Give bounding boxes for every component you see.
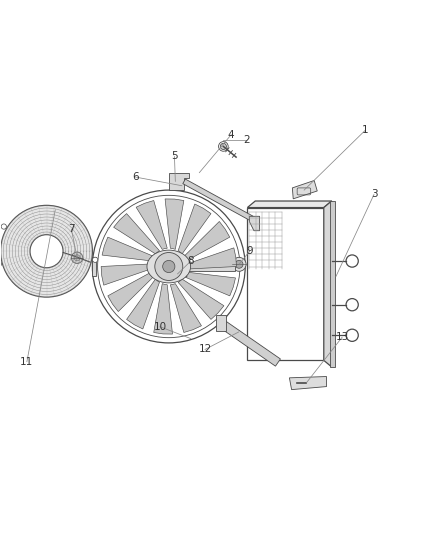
Polygon shape [108,272,154,311]
Polygon shape [136,200,167,249]
Circle shape [71,252,83,263]
Circle shape [1,224,7,229]
Polygon shape [187,248,237,269]
Polygon shape [169,173,189,190]
Polygon shape [172,265,235,271]
Text: 7: 7 [68,224,75,235]
Circle shape [166,269,171,274]
Circle shape [235,261,243,268]
Polygon shape [247,201,332,207]
Polygon shape [330,201,335,367]
Text: 13: 13 [336,332,349,342]
Text: 5: 5 [171,151,178,161]
Polygon shape [165,199,184,249]
Polygon shape [184,272,236,296]
Ellipse shape [147,250,191,283]
Text: 3: 3 [371,189,377,199]
Polygon shape [219,320,280,366]
Polygon shape [292,181,317,199]
Text: 10: 10 [153,322,166,332]
Text: 6: 6 [132,172,138,182]
Polygon shape [178,204,211,254]
Circle shape [92,257,98,262]
Text: 1: 1 [362,125,369,135]
Polygon shape [290,376,326,390]
Circle shape [162,261,175,272]
Circle shape [232,257,246,271]
Circle shape [0,261,1,266]
Wedge shape [1,205,92,297]
Text: 4: 4 [228,130,234,140]
Text: 2: 2 [243,135,249,145]
Text: 9: 9 [246,246,253,256]
Polygon shape [178,279,224,319]
Polygon shape [102,237,154,261]
Polygon shape [154,284,173,334]
Polygon shape [184,222,230,261]
Polygon shape [250,216,260,231]
Polygon shape [127,279,159,329]
Text: 8: 8 [187,256,194,266]
Circle shape [74,255,80,261]
Polygon shape [324,201,332,367]
Text: 11: 11 [20,357,34,367]
Circle shape [163,266,174,277]
Polygon shape [92,257,96,276]
Polygon shape [216,316,226,331]
Text: 12: 12 [198,344,212,354]
Circle shape [155,253,183,280]
Circle shape [220,143,226,149]
Polygon shape [113,214,159,254]
Polygon shape [101,264,151,285]
Polygon shape [183,179,253,221]
Polygon shape [170,284,201,333]
